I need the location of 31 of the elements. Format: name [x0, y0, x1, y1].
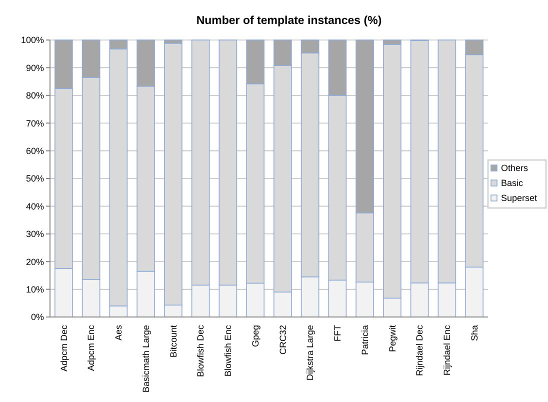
- x-tick-label: Basicmath Large: [140, 325, 151, 393]
- x-tick-label: Adpcm Dec: [58, 324, 69, 372]
- x-tick-label: Rijndael Dec: [414, 324, 425, 376]
- x-tick-label: Blowfish Dec: [196, 324, 206, 378]
- x-tick-label: CRC32: [278, 325, 288, 355]
- y-tick-label: 90%: [26, 62, 44, 73]
- x-tick-label: Adpcm Enc: [86, 324, 96, 372]
- y-tick-label: 30%: [26, 229, 44, 240]
- x-tick-label: Pegwit: [387, 324, 398, 352]
- x-tick-label: Blowfish Enc: [223, 324, 234, 377]
- x-tick-label: FFT: [332, 324, 343, 342]
- y-tick-label: 80%: [26, 90, 44, 101]
- y-tick-label: 20%: [26, 256, 44, 267]
- legend-label: Others: [501, 163, 529, 174]
- x-tick-label: Bitcount: [168, 324, 178, 358]
- x-tick-label: Sha: [469, 325, 480, 342]
- y-tick-label: 100%: [20, 35, 44, 46]
- y-tick-label: 40%: [26, 201, 44, 212]
- chart-title: Number of template instances (%): [196, 15, 382, 27]
- y-tick-label: 70%: [26, 118, 44, 128]
- x-tick-label: Gpeg: [250, 325, 260, 348]
- legend-label: Basic: [501, 178, 524, 188]
- x-tick-label: Patricia: [360, 325, 370, 356]
- x-tick-label: Aes: [114, 324, 124, 341]
- y-tick-label: 10%: [26, 284, 44, 294]
- x-tick-label: Dijkstra Large: [305, 325, 316, 381]
- legend-label: Superset: [501, 193, 538, 204]
- y-tick-label: 0%: [30, 312, 44, 322]
- y-tick-label: 60%: [26, 146, 44, 156]
- x-tick-label: Rijndael Enc: [442, 324, 452, 376]
- y-tick-label: 50%: [26, 174, 44, 184]
